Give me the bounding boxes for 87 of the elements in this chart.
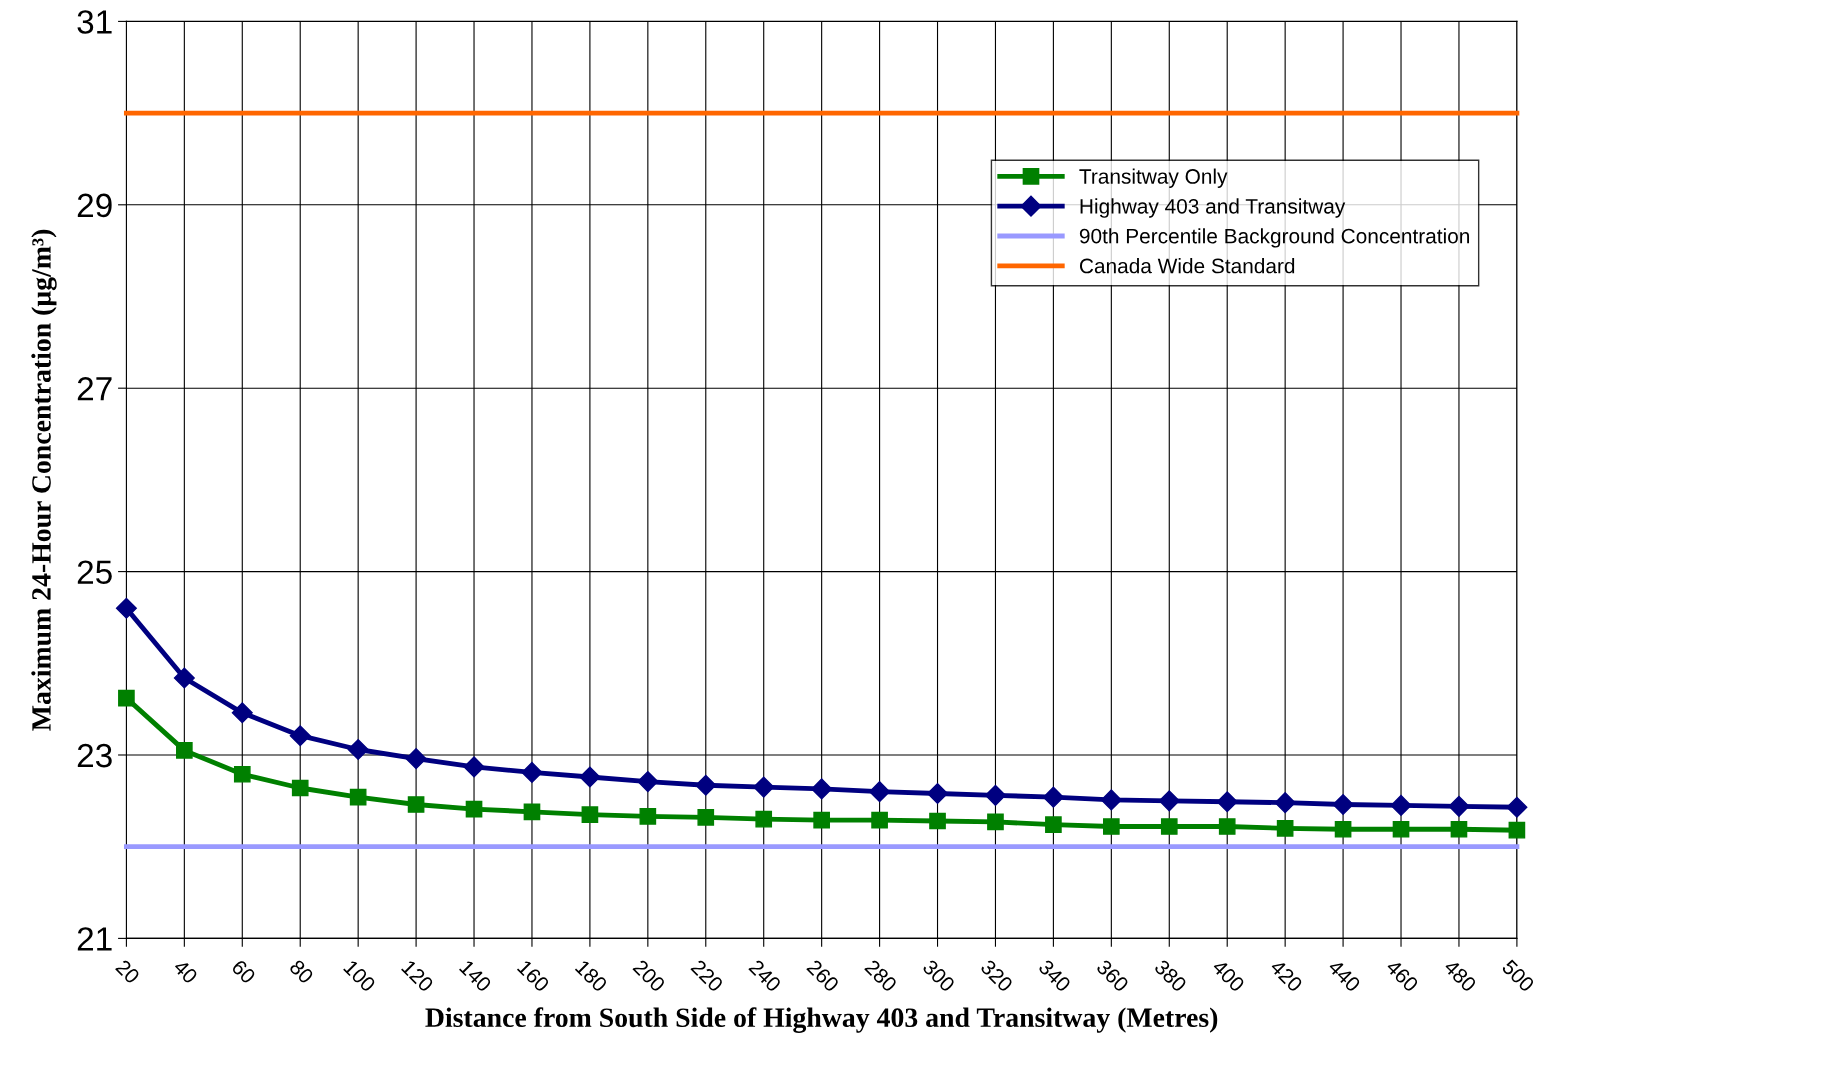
point <box>813 811 830 829</box>
point <box>231 702 253 724</box>
x-tick-label: 140 <box>458 959 493 993</box>
x-tick-label: 160 <box>516 959 551 993</box>
x-tick-label: 400 <box>1211 958 1246 993</box>
point <box>637 771 659 793</box>
x-tick-label: 340 <box>1037 958 1072 993</box>
point <box>463 756 485 778</box>
x-tick-label: 320 <box>979 958 1014 993</box>
x-tick-label: 500 <box>1501 958 1536 993</box>
x-tick-label: 240 <box>748 958 782 993</box>
x-tick-label: 180 <box>574 959 609 993</box>
point <box>176 742 193 759</box>
point <box>695 774 717 796</box>
point <box>1390 794 1412 816</box>
x-tick-label: 40 <box>172 958 199 985</box>
x-tick-label: 440 <box>1327 958 1362 993</box>
x-tick-label: 300 <box>921 958 956 993</box>
point <box>291 779 309 797</box>
point <box>1276 820 1294 837</box>
point <box>118 689 135 707</box>
point <box>1392 820 1410 838</box>
x-tick-label: 360 <box>1095 958 1130 993</box>
point <box>521 761 543 783</box>
point <box>523 803 541 821</box>
point <box>871 811 888 829</box>
point <box>465 800 483 818</box>
point <box>1332 793 1354 816</box>
point <box>753 776 775 798</box>
x-tick-label: 60 <box>230 958 257 985</box>
point <box>1100 789 1122 811</box>
point <box>1216 791 1238 813</box>
point <box>755 810 773 828</box>
legend-label: Transitway Only <box>1079 168 1228 188</box>
x-tick-label: 80 <box>288 958 315 985</box>
point <box>581 806 599 823</box>
point <box>929 812 946 830</box>
point <box>697 809 715 826</box>
y-tick-label: 31 <box>77 10 112 34</box>
point <box>1042 786 1064 808</box>
legend-label: Highway 403 and Transitway <box>1080 198 1346 218</box>
point <box>1448 795 1470 817</box>
point <box>639 808 657 825</box>
legend-label: Canada Wide Standard <box>1079 258 1295 274</box>
point <box>987 813 1004 831</box>
point <box>407 796 425 813</box>
x-axis-title: Distance from South Side of Highway 403 and Transitway (Metres) <box>425 1007 1218 1033</box>
point <box>1158 790 1180 812</box>
legend-label: 90th Percentile Background Concentration <box>1079 228 1470 248</box>
x-tick-label: 100 <box>343 959 377 993</box>
y-tick-label: 27 <box>77 377 112 401</box>
y-tick-label: 23 <box>77 743 112 768</box>
y-tick-label: 21 <box>77 927 112 951</box>
y-tick-label: 25 <box>77 560 112 584</box>
x-tick-label: 460 <box>1385 958 1420 993</box>
x-tick-label: 220 <box>690 958 724 993</box>
x-tick-label: 420 <box>1269 958 1304 993</box>
x-tick-label: 200 <box>632 958 667 993</box>
point <box>811 778 833 800</box>
point <box>1218 818 1236 835</box>
point <box>1506 796 1528 818</box>
point <box>349 788 367 806</box>
point <box>984 784 1006 806</box>
point <box>579 766 601 788</box>
point <box>869 781 891 803</box>
point <box>1160 818 1178 835</box>
point <box>233 765 251 783</box>
y-axis-title: Maximum 24-Hour Concentration (μg/m³) <box>31 229 57 731</box>
x-tick-label: 20 <box>115 958 141 985</box>
point <box>1045 816 1062 834</box>
x-tick-label: 480 <box>1443 958 1478 993</box>
point <box>347 738 369 761</box>
y-tick-label: 29 <box>77 193 112 218</box>
point <box>115 597 137 619</box>
point <box>1508 821 1526 839</box>
x-tick-label: 380 <box>1153 958 1188 993</box>
point <box>927 782 949 805</box>
x-tick-label: 260 <box>806 958 840 993</box>
point <box>289 725 311 747</box>
x-tick-label: 120 <box>400 959 435 993</box>
point <box>1334 820 1352 838</box>
point <box>173 667 195 689</box>
point <box>1274 792 1296 814</box>
point <box>1450 820 1468 838</box>
point <box>1103 818 1120 835</box>
point <box>405 748 427 770</box>
x-tick-label: 280 <box>864 958 898 993</box>
